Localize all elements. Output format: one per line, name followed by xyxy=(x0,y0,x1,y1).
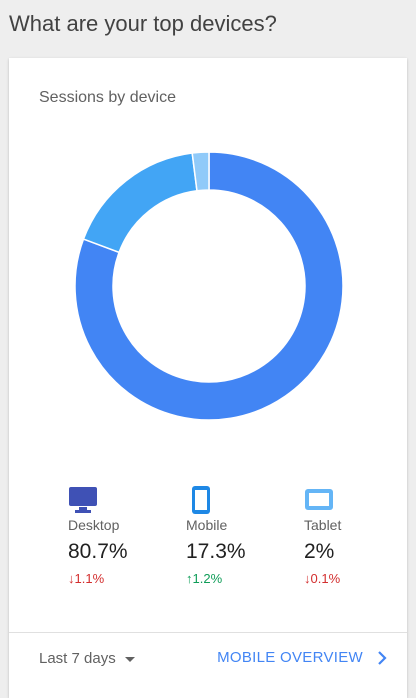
device-tablet: Tablet 2% ↓0.1% xyxy=(304,486,414,586)
tablet-icon xyxy=(305,489,333,510)
chevron-right-icon xyxy=(378,650,387,665)
sessions-by-device-card: Sessions by device Desktop 80.7% ↓1.1% M… xyxy=(9,58,407,698)
device-percent: 17.3% xyxy=(186,540,246,563)
device-delta: ↓0.1% xyxy=(304,571,341,586)
mobile-overview-label: MOBILE OVERVIEW xyxy=(217,649,363,666)
device-delta: ↑1.2% xyxy=(186,571,223,586)
device-percent: 2% xyxy=(304,540,335,563)
footer-divider xyxy=(9,632,407,633)
donut-slice-mobile[interactable] xyxy=(82,152,198,254)
chart-title: Sessions by device xyxy=(39,89,176,106)
device-desktop: Desktop 80.7% ↓1.1% xyxy=(68,486,178,586)
date-range-label: Last 7 days xyxy=(39,650,116,667)
device-label: Mobile xyxy=(186,517,228,533)
donut-slice-desktop[interactable] xyxy=(74,151,344,421)
donut-chart xyxy=(74,151,344,421)
device-percent: 80.7% xyxy=(68,540,128,563)
caret-down-icon xyxy=(124,657,135,662)
date-range-dropdown[interactable]: Last 7 days xyxy=(39,650,135,667)
donut-slice-tablet[interactable] xyxy=(191,151,210,192)
device-label: Desktop xyxy=(68,517,120,533)
device-label: Tablet xyxy=(304,517,342,533)
device-mobile: Mobile 17.3% ↑1.2% xyxy=(186,486,296,586)
page-title: What are your top devices? xyxy=(9,11,277,36)
mobile-overview-link[interactable]: MOBILE OVERVIEW xyxy=(217,649,387,666)
desktop-icon xyxy=(69,487,97,513)
mobile-icon xyxy=(192,486,210,514)
device-delta: ↓1.1% xyxy=(68,571,105,586)
